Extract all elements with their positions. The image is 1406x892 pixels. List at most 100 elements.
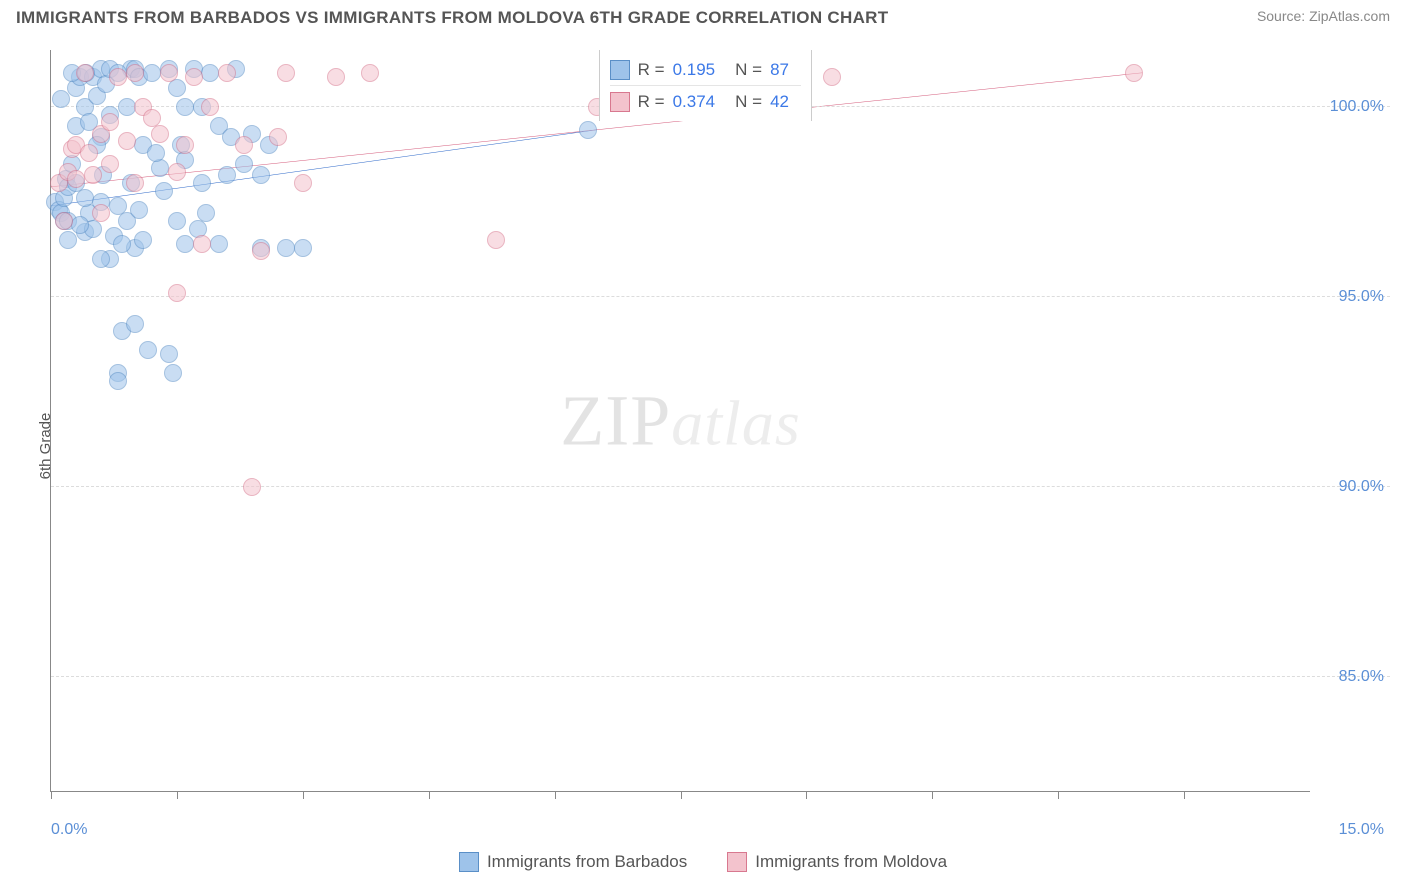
data-point xyxy=(168,79,186,97)
y-tick-label: 85.0% xyxy=(1339,668,1384,686)
data-point xyxy=(143,64,161,82)
x-tick xyxy=(177,791,178,799)
data-point xyxy=(80,144,98,162)
gridline-h xyxy=(51,676,1390,677)
data-point xyxy=(160,345,178,363)
data-point xyxy=(84,166,102,184)
gridline-h xyxy=(51,296,1390,297)
x-tick xyxy=(555,791,556,799)
bottom-legend: Immigrants from Barbados Immigrants from … xyxy=(0,852,1406,872)
data-point xyxy=(76,189,94,207)
data-point xyxy=(52,90,70,108)
data-point xyxy=(126,174,144,192)
legend-swatch xyxy=(459,852,479,872)
stat-r-value: 0.374 xyxy=(673,88,716,115)
data-point xyxy=(294,239,312,257)
data-point xyxy=(201,64,219,82)
data-point xyxy=(579,121,597,139)
data-point xyxy=(164,364,182,382)
data-point xyxy=(252,166,270,184)
data-point xyxy=(218,166,236,184)
data-point xyxy=(147,144,165,162)
stat-r-value: 0.195 xyxy=(673,56,716,83)
data-point xyxy=(823,68,841,86)
stats-row: R = 0.195 N = 87 xyxy=(610,54,801,86)
data-point xyxy=(185,68,203,86)
data-point xyxy=(92,204,110,222)
y-tick-label: 90.0% xyxy=(1339,478,1384,496)
data-point xyxy=(168,212,186,230)
data-point xyxy=(139,341,157,359)
data-point xyxy=(126,315,144,333)
data-point xyxy=(176,136,194,154)
x-tick xyxy=(51,791,52,799)
legend-swatch xyxy=(727,852,747,872)
x-tick xyxy=(429,791,430,799)
legend-item: Immigrants from Barbados xyxy=(459,852,687,872)
data-point xyxy=(210,235,228,253)
data-point xyxy=(201,98,219,116)
data-point xyxy=(176,235,194,253)
stat-n-value: 87 xyxy=(770,56,789,83)
stats-legend: R = 0.195 N = 87 R = 0.374 N = 42 xyxy=(599,50,812,121)
data-point xyxy=(113,235,131,253)
x-tick xyxy=(806,791,807,799)
data-point xyxy=(59,231,77,249)
data-point xyxy=(168,163,186,181)
data-point xyxy=(269,128,287,146)
x-tick xyxy=(1184,791,1185,799)
data-point xyxy=(235,136,253,154)
chart-container: ZIPatlas 85.0%90.0%95.0%100.0%0.0%15.0%R… xyxy=(50,50,1390,822)
data-point xyxy=(118,98,136,116)
stat-n-label: N = xyxy=(735,56,762,83)
data-point xyxy=(151,125,169,143)
data-point xyxy=(101,113,119,131)
data-point xyxy=(235,155,253,173)
data-point xyxy=(118,132,136,150)
legend-swatch xyxy=(610,92,630,112)
data-point xyxy=(76,64,94,82)
stat-n-value: 42 xyxy=(770,88,789,115)
data-point xyxy=(193,174,211,192)
data-point xyxy=(218,64,236,82)
data-point xyxy=(487,231,505,249)
data-point xyxy=(176,98,194,116)
data-point xyxy=(109,197,127,215)
x-tick xyxy=(1058,791,1059,799)
x-tick xyxy=(932,791,933,799)
data-point xyxy=(294,174,312,192)
stat-r-label: R = xyxy=(638,56,665,83)
y-tick-label: 95.0% xyxy=(1339,288,1384,306)
data-point xyxy=(55,212,73,230)
data-point xyxy=(277,239,295,257)
data-point xyxy=(67,170,85,188)
chart-title: IMMIGRANTS FROM BARBADOS VS IMMIGRANTS F… xyxy=(16,8,888,28)
data-point xyxy=(1125,64,1143,82)
data-point xyxy=(168,284,186,302)
legend-item: Immigrants from Moldova xyxy=(727,852,947,872)
legend-swatch xyxy=(610,60,630,80)
data-point xyxy=(109,372,127,390)
data-point xyxy=(130,201,148,219)
source-attribution: Source: ZipAtlas.com xyxy=(1257,8,1390,24)
stat-n-label: N = xyxy=(735,88,762,115)
stat-r-label: R = xyxy=(638,88,665,115)
data-point xyxy=(327,68,345,86)
data-point xyxy=(160,64,178,82)
data-point xyxy=(92,250,110,268)
data-point xyxy=(101,155,119,173)
x-tick xyxy=(303,791,304,799)
data-point xyxy=(134,231,152,249)
x-tick-label-min: 0.0% xyxy=(51,821,87,839)
x-tick xyxy=(681,791,682,799)
data-point xyxy=(126,64,144,82)
data-point xyxy=(193,235,211,253)
data-point xyxy=(277,64,295,82)
data-point xyxy=(252,242,270,260)
y-tick-label: 100.0% xyxy=(1330,98,1384,116)
x-tick-label-max: 15.0% xyxy=(1339,821,1384,839)
stats-row: R = 0.374 N = 42 xyxy=(610,86,801,117)
legend-label: Immigrants from Barbados xyxy=(487,852,687,872)
data-point xyxy=(109,68,127,86)
plot-area: ZIPatlas 85.0%90.0%95.0%100.0%0.0%15.0%R… xyxy=(50,50,1310,792)
